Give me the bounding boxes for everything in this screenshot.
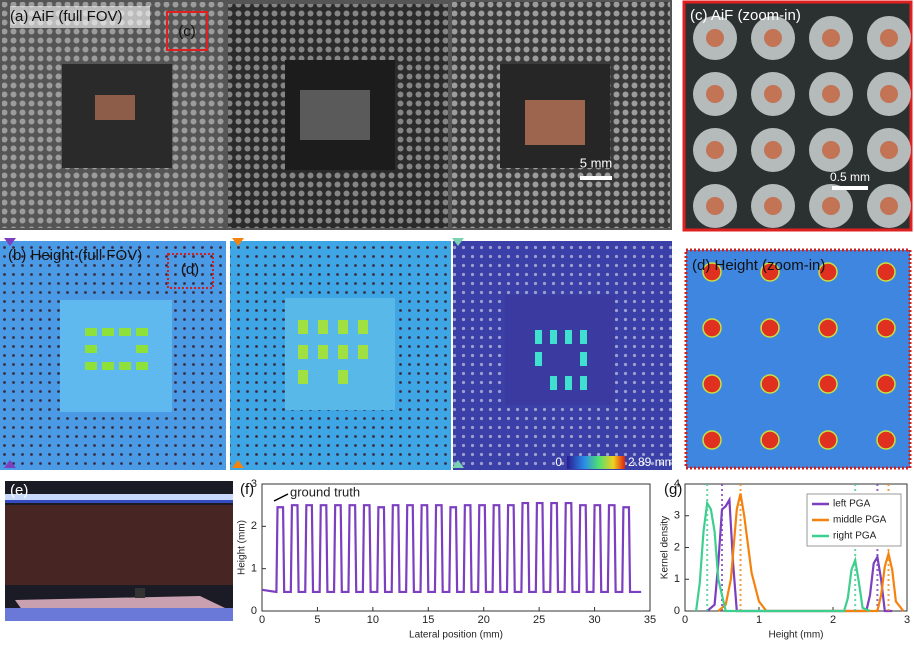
- pin-height: [877, 375, 895, 393]
- x-tick-label: 25: [533, 614, 545, 626]
- pin-height: [703, 319, 721, 337]
- pin-tip: [764, 197, 782, 215]
- pin-height: [761, 431, 779, 449]
- pin-tip: [822, 29, 840, 47]
- pin-tip: [880, 85, 898, 103]
- height-full-image: [0, 238, 672, 470]
- pin-tip: [822, 141, 840, 159]
- pin-height: [877, 263, 895, 281]
- colorbar-label: 0: [555, 455, 562, 469]
- panel-label: (e): [10, 482, 28, 499]
- y-tick-label: 2: [674, 541, 680, 553]
- y-tick-label: 0: [674, 605, 680, 617]
- pin-height: [819, 431, 837, 449]
- panel-label: (b) Height (full FOV): [8, 247, 142, 264]
- y-tick-label: 3: [674, 510, 680, 522]
- scale-label: 5 mm: [580, 155, 613, 170]
- colorbar-label: 2.89 mm: [628, 455, 675, 469]
- pin-height: [877, 431, 895, 449]
- pin-height: [703, 375, 721, 393]
- x-tick-label: 0: [259, 614, 265, 626]
- y-tick-label: 4: [674, 478, 680, 490]
- y-tick-label: 1: [251, 563, 257, 575]
- box-label: (d): [181, 261, 199, 278]
- x-axis-label: Height (mm): [768, 630, 823, 641]
- x-tick-label: 10: [367, 614, 379, 626]
- pin-height: [703, 431, 721, 449]
- x-tick-label: 1: [756, 614, 762, 626]
- panel-label: (a) AiF (full FOV): [10, 8, 123, 25]
- pin-tip: [880, 197, 898, 215]
- legend-label: left PGA: [833, 499, 871, 510]
- x-axis-label: Lateral position (mm): [409, 630, 503, 641]
- height-zoom-image: [686, 250, 910, 468]
- pin-tip: [706, 29, 724, 47]
- legend-label: middle PGA: [833, 515, 887, 526]
- x-tick-label: 35: [644, 614, 656, 626]
- pin-tip: [880, 29, 898, 47]
- aif-full-image: [0, 0, 672, 230]
- pin-height: [761, 375, 779, 393]
- y-axis-label: Kernel density: [660, 516, 671, 579]
- pin-tip: [822, 197, 840, 215]
- scale-label: 0.5 mm: [830, 170, 870, 184]
- pin-tip: [880, 141, 898, 159]
- annotation-arrow: [274, 494, 288, 501]
- pin-tip: [706, 141, 724, 159]
- pin-height: [819, 375, 837, 393]
- annotation: ground truth: [290, 484, 360, 499]
- y-tick-label: 1: [674, 573, 680, 585]
- y-tick-label: 3: [251, 478, 257, 490]
- x-tick-label: 2: [830, 614, 836, 626]
- pin-tip: [764, 29, 782, 47]
- panel-label: (d) Height (zoom-in): [692, 257, 825, 274]
- box-label: (c): [178, 23, 196, 40]
- pin-tip: [706, 197, 724, 215]
- x-tick-label: 30: [588, 614, 600, 626]
- legend-label: right PGA: [833, 531, 877, 542]
- x-tick-label: 0: [682, 614, 688, 626]
- x-tick-label: 3: [904, 614, 910, 626]
- pin-tip: [764, 141, 782, 159]
- y-axis-label: Height (mm): [237, 520, 248, 575]
- pin-tip: [764, 85, 782, 103]
- panel-label: (c) AiF (zoom-in): [690, 7, 801, 24]
- data-line: [262, 503, 641, 592]
- figure: (a) AiF (full FOV) (c) 5 mm (c) AiF (zoo…: [0, 0, 914, 647]
- setup-photo: [5, 481, 233, 621]
- pin-tip: [706, 85, 724, 103]
- pin-tip: [822, 85, 840, 103]
- pin-height: [761, 319, 779, 337]
- pin-height: [819, 319, 837, 337]
- x-tick-label: 5: [314, 614, 320, 626]
- x-tick-label: 20: [478, 614, 490, 626]
- pin-height: [877, 319, 895, 337]
- x-tick-label: 15: [422, 614, 434, 626]
- aif-zoom-image: [684, 2, 911, 230]
- y-tick-label: 0: [251, 605, 257, 617]
- y-tick-label: 2: [251, 520, 257, 532]
